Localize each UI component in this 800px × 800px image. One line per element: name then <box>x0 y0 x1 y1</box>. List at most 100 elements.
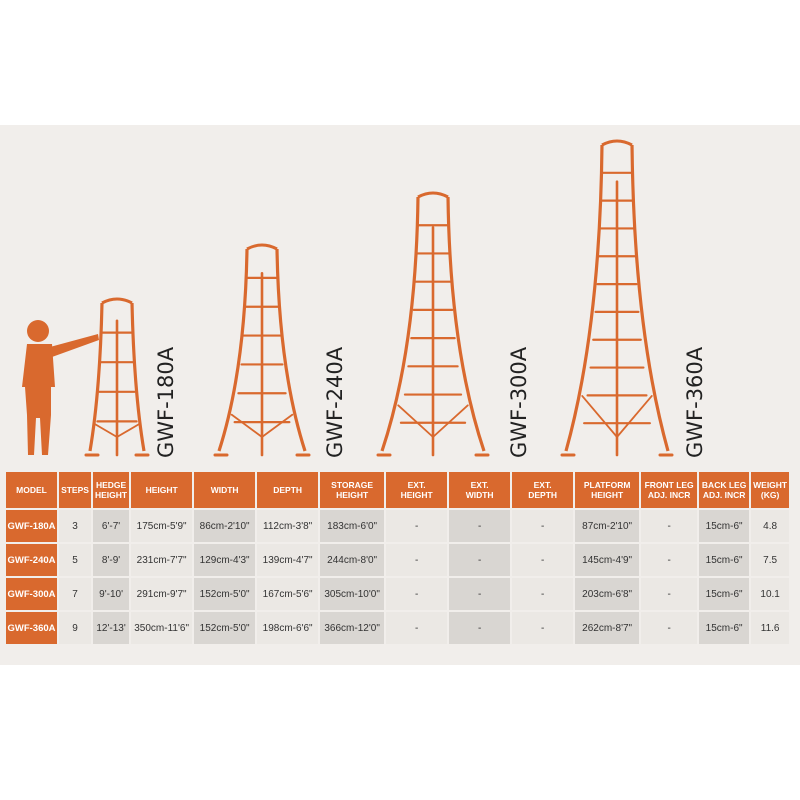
table-cell: 350cm-11'6" <box>131 612 193 644</box>
table-cell: 262cm-8'7" <box>575 612 640 644</box>
ladder-gwf-240a <box>213 243 311 457</box>
ladder-rail-left <box>217 248 249 452</box>
table-cell: 4.8 <box>751 510 790 542</box>
table-cell: 366cm-12'0" <box>320 612 385 644</box>
column-header: WIDTH <box>194 472 256 508</box>
table-cell: 9 <box>59 612 91 644</box>
ladder-brace <box>581 395 618 438</box>
model-label-gwf-360a: GWF-360A <box>683 346 707 458</box>
model-label-gwf-240a: GWF-240A <box>323 346 347 458</box>
table-cell: - <box>641 510 698 542</box>
table-cell: - <box>386 578 448 610</box>
ladder-gwf-360a <box>560 139 674 457</box>
table-cell: 9'-10' <box>93 578 130 610</box>
table-cell: 203cm-6'8" <box>575 578 640 610</box>
table-cell: 11.6 <box>751 612 790 644</box>
table-header-row: MODEL STEPS HEDGE HEIGHT HEIGHT WIDTH DEPTH STO… <box>6 472 790 508</box>
table-cell: 87cm-2'10" <box>575 510 640 542</box>
column-header: EXT. WIDTH <box>449 472 511 508</box>
column-header: WEIGHT (KG) <box>751 472 790 508</box>
table-cell: 129cm-4'3" <box>194 544 256 576</box>
column-header: STEPS <box>59 472 91 508</box>
table-cell: - <box>512 578 574 610</box>
table-cell: 5 <box>59 544 91 576</box>
model-cell: GWF-300A <box>6 578 57 610</box>
table-cell: 7.5 <box>751 544 790 576</box>
column-header: EXT. DEPTH <box>512 472 574 508</box>
ladder-rail-left <box>380 196 420 452</box>
column-header: PLATFORM HEIGHT <box>575 472 640 508</box>
column-header: HEIGHT <box>131 472 193 508</box>
ladder-rail-left <box>88 302 104 452</box>
table-cell: - <box>386 544 448 576</box>
table-cell: 15cm-6" <box>699 578 750 610</box>
table-cell: 6'-7' <box>93 510 130 542</box>
ladder-top-cap <box>417 191 449 199</box>
table-cell: 183cm-6'0" <box>320 510 385 542</box>
column-header: BACK LEG ADJ. INCR <box>699 472 750 508</box>
ladder-brace <box>230 413 263 438</box>
column-header: MODEL <box>6 472 57 508</box>
table-row: GWF-300A 7 9'-10' 291cm-9'7" 152cm-5'0" 167cm… <box>6 578 790 610</box>
ladder-brace <box>261 413 294 438</box>
ladder-brace <box>616 395 653 438</box>
ladder-brace <box>94 423 118 438</box>
ladder-top-cap <box>246 243 278 251</box>
table-cell: 112cm-3'8" <box>257 510 319 542</box>
table-cell: 198cm-6'6" <box>257 612 319 644</box>
ladder-top-cap <box>101 297 133 305</box>
table-cell: 10.1 <box>751 578 790 610</box>
table-cell: - <box>641 578 698 610</box>
table-cell: 291cm-9'7" <box>131 578 193 610</box>
ladder-rail-right <box>630 144 670 452</box>
model-cell: GWF-240A <box>6 544 57 576</box>
ladder-gwf-300a <box>376 191 490 457</box>
table-cell: 15cm-6" <box>699 544 750 576</box>
table-cell: 145cm-4'9" <box>575 544 640 576</box>
table-cell: 305cm-10'0" <box>320 578 385 610</box>
table-cell: 8'-9' <box>93 544 130 576</box>
table-cell: - <box>512 612 574 644</box>
table-cell: - <box>386 510 448 542</box>
table-cell: 12'-13' <box>93 612 130 644</box>
ladder-rail-left <box>564 144 604 452</box>
table-cell: 3 <box>59 510 91 542</box>
table-row: GWF-360A 9 12'-13' 350cm-11'6" 152cm-5'0" 198… <box>6 612 790 644</box>
column-header: EXT. HEIGHT <box>386 472 448 508</box>
ladder-brace <box>432 404 469 438</box>
table-cell: - <box>512 544 574 576</box>
ladder-illustration <box>22 139 674 457</box>
column-header: STORAGE HEIGHT <box>320 472 385 508</box>
ladder-rail-right <box>446 196 486 452</box>
table-cell: - <box>449 612 511 644</box>
table-cell: 244cm-8'0" <box>320 544 385 576</box>
table-cell: 139cm-4'7" <box>257 544 319 576</box>
ladder-rail-right <box>130 302 146 452</box>
model-label-gwf-180a: GWF-180A <box>154 346 178 458</box>
ladder-brace <box>116 423 140 438</box>
table-cell: 7 <box>59 578 91 610</box>
table-cell: - <box>641 612 698 644</box>
person-silhouette <box>22 320 99 455</box>
table-cell: 15cm-6" <box>699 612 750 644</box>
table-cell: - <box>512 510 574 542</box>
ladder-top-cap <box>601 139 633 147</box>
ladder-gwf-180a <box>84 297 150 457</box>
column-header: HEDGE HEIGHT <box>93 472 130 508</box>
table-cell: 152cm-5'0" <box>194 578 256 610</box>
model-cell: GWF-360A <box>6 612 57 644</box>
table-row: GWF-180A 3 6'-7' 175cm-5'9" 86cm-2'10" 112cm-… <box>6 510 790 542</box>
table-cell: 86cm-2'10" <box>194 510 256 542</box>
ladder-rail-right <box>275 248 307 452</box>
table-cell: - <box>641 544 698 576</box>
model-label-gwf-300a: GWF-300A <box>507 346 531 458</box>
table-cell: 15cm-6" <box>699 510 750 542</box>
column-header: FRONT LEG ADJ. INCR <box>641 472 698 508</box>
table-cell: - <box>449 578 511 610</box>
table-cell: 231cm-7'7" <box>131 544 193 576</box>
model-cell: GWF-180A <box>6 510 57 542</box>
table-cell: 152cm-5'0" <box>194 612 256 644</box>
table-row: GWF-240A 5 8'-9' 231cm-7'7" 129cm-4'3" 139cm-… <box>6 544 790 576</box>
table-cell: - <box>449 510 511 542</box>
table-cell: - <box>386 612 448 644</box>
